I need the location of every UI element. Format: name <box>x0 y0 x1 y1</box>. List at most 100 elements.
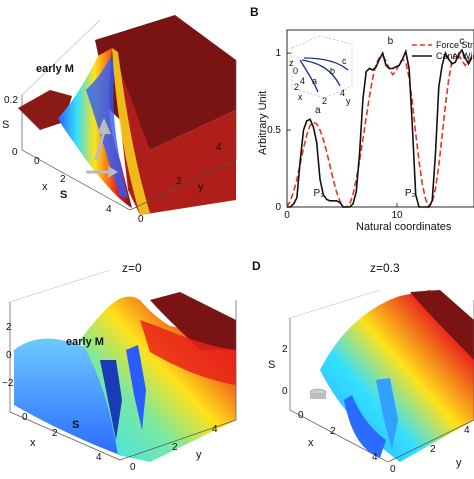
panel-a-ztick: 0.2 <box>4 95 18 106</box>
inset-label: 2 <box>294 82 299 92</box>
panel-a-ylabel: y <box>198 181 204 193</box>
panel-c-red-band <box>140 320 236 385</box>
panel-b-point-label: b <box>388 36 394 47</box>
inset-curve <box>301 59 341 87</box>
panel-c-plateau <box>150 292 236 350</box>
panel-c-surface-left <box>14 338 120 455</box>
panel-c-box-edge <box>9 269 111 303</box>
panel-a-arrowhead <box>108 166 118 178</box>
panel-d-trench <box>376 378 398 450</box>
panel-c-annotation-early: early M <box>66 336 104 348</box>
panel-a-left-ridge <box>18 90 72 130</box>
inset-label: c <box>342 56 347 66</box>
panel-d-title: z=0.3 <box>370 261 400 275</box>
panel-a-arrow <box>94 131 106 161</box>
panel-d-xlabel: x <box>308 437 314 449</box>
panel-a-arrowhead <box>97 118 111 134</box>
panel-d-ytick: 2 <box>430 444 436 455</box>
panel-c-ytick: 4 <box>212 424 218 435</box>
panel-b-line-chart: B 00.510 10 ab cP₃ P₂ Natural coordinates A… <box>250 5 474 233</box>
panel-c-annotation-saddle: S <box>72 419 79 431</box>
panel-a-xlabel: x <box>42 181 48 193</box>
panel-b-plot-frame <box>286 29 474 208</box>
inset-label: y <box>346 96 351 106</box>
panel-c-title: z=0 <box>122 261 142 275</box>
panel-c-trench <box>100 360 122 440</box>
panel-d-box-edge <box>289 318 389 463</box>
panel-d-ztick: 0 <box>282 386 288 397</box>
inset-curve <box>303 57 349 71</box>
panel-b-letter: B <box>250 5 259 19</box>
panel-d-xtick: 2 <box>330 426 336 437</box>
panel-d-letter: D <box>252 259 261 273</box>
panel-a-ztick: 0 <box>12 147 18 158</box>
panel-b-ytick-label: 0.5 <box>267 125 281 136</box>
inset-label: 4 <box>300 76 305 86</box>
panel-a-xtick: 4 <box>106 204 112 215</box>
panel-b-point-label: c <box>459 36 464 47</box>
panel-b-ylabel: Arbitrary Unit <box>257 91 269 155</box>
panel-c-ztick: 2 <box>6 322 12 333</box>
panel-d-xtick: 4 <box>372 452 378 463</box>
panel-b-point-label: P₃ <box>314 188 325 199</box>
panel-d-xtick: 0 <box>298 410 304 421</box>
legend-label-force: Force Stre <box>436 40 474 50</box>
legend-label-canal: Canal Widt <box>436 51 474 61</box>
panel-b-point-label: P₂ <box>405 188 416 199</box>
panel-a-surface-plot: early M S S 0.2 0 0 2 4 x 0 2 4 y <box>2 15 237 225</box>
panel-d-surface-plot: D z=0.3 S 2 0 0 2 4 x 0 2 4 y <box>252 259 474 475</box>
panel-b-ytick-label: 0 <box>275 202 281 213</box>
inset-label: 0 <box>293 66 298 76</box>
series-line-canal-widt <box>287 48 473 208</box>
panel-d-ytick: 4 <box>464 425 470 436</box>
panel-a-right-slope <box>112 48 236 215</box>
panel-a-box-edge <box>21 95 131 211</box>
inset-label: a <box>312 76 317 86</box>
panel-c-ytick: 0 <box>130 462 136 473</box>
panel-a-ytick: 2 <box>176 176 182 187</box>
panel-d-trench <box>344 395 386 458</box>
panel-b-xtick-label: 10 <box>391 210 403 221</box>
panel-b-series <box>286 48 473 209</box>
panel-c-ztick: 0 <box>6 350 12 361</box>
panel-b-point-labels: ab cP₃ P₂ <box>314 36 465 199</box>
panel-c-xtick: 2 <box>52 428 58 439</box>
panel-c-box-front <box>119 300 237 461</box>
panel-b-ytick-label: 1 <box>275 48 281 59</box>
panel-c-surface-plot: z=0 early M S 2 0 −2 0 2 4 x 0 2 4 y <box>2 261 237 473</box>
inset-label: x <box>298 92 303 102</box>
panel-c-box-edge <box>9 302 121 461</box>
panel-c-ztick: −2 <box>2 378 14 389</box>
inset-label: b <box>330 66 335 76</box>
panel-b-ticks: 00.510 10 <box>267 48 403 221</box>
panel-c-trench <box>126 345 146 430</box>
panel-c-ytick: 2 <box>172 442 178 453</box>
panel-d-ylabel: y <box>456 457 462 469</box>
panel-d-ztick: 2 <box>282 344 288 355</box>
panel-c-xtick: 4 <box>96 452 102 463</box>
panel-a-ytick: 4 <box>216 142 222 153</box>
panel-d-box-front <box>387 300 474 463</box>
panel-c-xlabel: x <box>30 437 36 449</box>
panel-d-plateau <box>410 290 474 360</box>
panel-a-xtick: 2 <box>60 174 66 185</box>
panel-d-ytick: 0 <box>390 464 396 474</box>
inset-box <box>291 35 353 99</box>
panel-b-inset: z 0 4 2 x 2 4 y a b c <box>289 35 353 106</box>
inset-label: z <box>289 58 294 68</box>
inset-curve <box>299 59 319 93</box>
panel-a-ytick: 0 <box>138 214 144 225</box>
inset-label: 4 <box>340 88 345 98</box>
panel-a-zlabel: S <box>2 119 9 131</box>
inset-label: 2 <box>322 96 327 106</box>
panel-a-annotation-saddle: S <box>60 189 67 201</box>
panel-b-point-label: a <box>315 105 321 116</box>
panel-d-zlabel: S <box>268 359 275 371</box>
panel-b-legend: Force Stre Canal Widt <box>412 40 474 61</box>
panel-a-box-edge <box>21 19 101 96</box>
panel-a-annotation-early: early M <box>36 63 74 75</box>
panel-a-box-front <box>129 60 237 211</box>
panel-a-right-slope-band <box>112 48 150 215</box>
